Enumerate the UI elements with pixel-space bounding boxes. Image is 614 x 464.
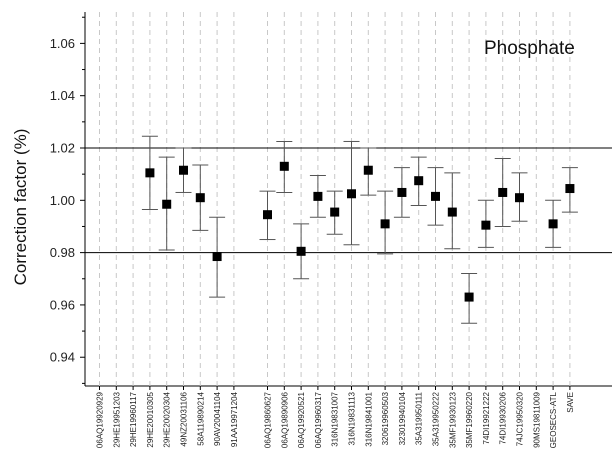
x-tick-label: 29HE19960117 — [129, 391, 138, 447]
data-point — [515, 193, 524, 203]
data-point — [498, 187, 508, 197]
data-point — [279, 161, 289, 171]
y-ticks: 0.94 0.96 0.98 1.00 1.02 1.04 1.06 — [50, 16, 85, 384]
data-point — [447, 207, 457, 217]
plot-area: 0.94 0.96 0.98 1.00 1.02 1.04 1.06 06AQ1992092… — [50, 12, 612, 448]
x-tick-label: 35MF19930123 — [448, 391, 457, 448]
x-tick-label: 90MS19811009 — [532, 391, 541, 447]
x-tick-label: 91AA19971204 — [230, 391, 239, 447]
data-point — [347, 189, 356, 199]
y-tick-label: 1.00 — [50, 193, 75, 208]
x-tick-label: 320619960503 — [381, 391, 390, 445]
data-point — [431, 191, 440, 201]
x-tick-label: 06AQ19890906 — [280, 391, 289, 448]
data-points — [145, 161, 575, 302]
x-tick-label: 29HE20020304 — [163, 391, 172, 447]
x-tick-label: 06AQ19860627 — [264, 391, 273, 448]
reference-lines — [85, 147, 612, 254]
x-tick-label: 29HE19951203 — [112, 391, 121, 447]
data-point — [397, 187, 407, 197]
x-tick-label: 58A119890214 — [196, 391, 205, 445]
y-tick-label: 1.04 — [50, 88, 75, 103]
x-tick-label: 06AQ19920521 — [297, 391, 306, 448]
error-bars — [141, 135, 578, 324]
x-tick-label: 316N19841001 — [364, 391, 373, 446]
x-ticks: 06AQ19920929 29HE19951203 29HE19960117 29HE… — [96, 386, 575, 448]
x-tick-label: 35A319950222 — [432, 391, 441, 446]
x-tick-label: GEOSECS-ATL — [549, 391, 558, 448]
x-tick-label: 06AQ19960317 — [314, 391, 323, 448]
data-point — [212, 252, 222, 262]
y-tick-label: 1.06 — [50, 36, 75, 51]
data-point — [481, 220, 491, 230]
y-tick-label: 0.98 — [50, 245, 75, 260]
data-point — [145, 168, 155, 178]
x-tick-label: 06AQ19920929 — [96, 391, 105, 448]
data-point — [313, 191, 323, 201]
x-tick-label: 35MF19960220 — [465, 391, 474, 448]
data-point — [380, 219, 390, 229]
data-point — [296, 246, 306, 256]
x-tick-label: SAVE — [566, 392, 575, 413]
x-tick-label: 90AV20041104 — [213, 391, 222, 446]
y-tick-label: 0.94 — [50, 350, 75, 365]
data-point — [548, 219, 558, 229]
data-point — [195, 193, 205, 203]
y-tick-label: 1.02 — [50, 141, 75, 156]
data-point — [263, 210, 272, 220]
data-point — [179, 165, 188, 175]
x-tick-label: 316N19831007 — [331, 391, 340, 446]
data-point — [363, 165, 373, 175]
data-point — [162, 199, 172, 209]
x-tick-label: 74DI19921222 — [482, 391, 491, 444]
x-tick-label: 74DI19930206 — [499, 391, 508, 444]
x-tick-label: 49NZ20031106 — [180, 391, 189, 446]
chart-annotation: Phosphate — [484, 38, 575, 59]
data-point — [464, 292, 474, 302]
y-tick-label: 0.96 — [50, 297, 75, 312]
x-tick-label: 323019940104 — [398, 391, 407, 445]
x-tick-label: 316N19831113 — [348, 391, 357, 445]
data-point — [414, 176, 424, 186]
x-tick-label: 29HE20010305 — [146, 391, 155, 447]
y-axis-title: Correction factor (%) — [11, 129, 30, 286]
data-point — [330, 207, 340, 217]
x-tick-label: 35A319950111 — [415, 391, 424, 445]
x-tick-label: 74JC19950320 — [516, 391, 525, 446]
data-point — [565, 184, 575, 194]
